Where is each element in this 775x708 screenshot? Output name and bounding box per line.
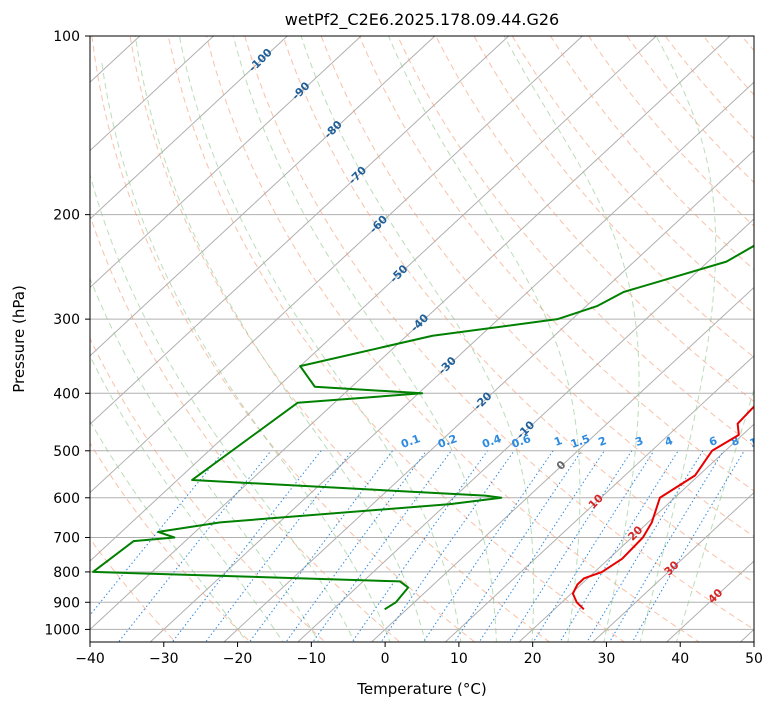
isotherm-line <box>90 36 510 425</box>
mixing-ratio-label: 1 <box>552 434 564 449</box>
mixing-ratio-line <box>117 450 272 642</box>
moist-adiabat <box>300 36 535 642</box>
x-axis: −40 −30 −20 −10 0 10 20 30 40 50 <box>75 642 763 667</box>
mixing-ratio-line <box>204 450 353 642</box>
dry-adiabat <box>91 36 476 642</box>
mixing-ratio-label: 10 <box>748 433 767 451</box>
mixing-ratio-label: 6 <box>707 434 719 449</box>
moist-adiabat <box>675 387 754 642</box>
y-axis-label: Pressure (hPa) <box>10 285 28 393</box>
moist-adiabat <box>90 419 248 642</box>
isotherm-line <box>90 36 731 631</box>
moist-adiabat <box>178 36 462 642</box>
mixing-ratio-line <box>508 450 633 642</box>
mixing-ratio-label: 8 <box>729 434 741 449</box>
y-tick-label: 500 <box>53 444 80 460</box>
series-layer <box>92 244 754 611</box>
mixing-ratio-line <box>631 450 745 642</box>
mixing-ratio-line <box>559 450 679 642</box>
mixing-ratio-label: 0.4 <box>480 432 503 451</box>
x-tick-label: 0 <box>381 651 390 667</box>
dry-adiabat <box>244 36 754 631</box>
mixing-ratio-line <box>478 450 605 642</box>
y-tick-label: 400 <box>53 386 80 402</box>
mixing-ratio-line <box>532 450 655 642</box>
mixing-ratio-line <box>453 450 583 642</box>
dry-adiabat <box>90 337 326 642</box>
moist-adiabat <box>134 36 426 642</box>
y-tick-label: 200 <box>53 208 80 224</box>
mixing-ratio-label: 0.2 <box>436 432 459 451</box>
moist-adiabat <box>100 60 391 642</box>
isotherm-line <box>90 36 657 562</box>
moist-adiabat <box>639 36 717 642</box>
dry-adiabat <box>167 36 626 642</box>
isotherm-line <box>297 218 754 642</box>
mixing-ratio-line <box>422 450 554 642</box>
isotherm-line <box>149 81 754 642</box>
moist-adiabat <box>90 354 284 642</box>
isotherm-line <box>518 423 754 642</box>
chart-title: wetPf2_C2E6.2025.178.09.44.G26 <box>285 10 559 30</box>
x-tick-label: 20 <box>524 651 542 667</box>
y-tick-label: 800 <box>53 565 80 581</box>
isotherm-line <box>444 355 754 642</box>
moist-adiabat <box>90 277 320 642</box>
isotherm-line <box>90 36 583 494</box>
mixing-ratio-label: 0.1 <box>399 432 422 451</box>
moist-adiabat <box>232 36 497 642</box>
mixing-ratio-line <box>351 450 488 642</box>
moist-adiabat <box>388 36 581 642</box>
mixing-ratio-label: 4 <box>663 434 675 449</box>
mixing-ratio-line <box>285 450 427 642</box>
isotherm-line <box>223 149 754 642</box>
x-tick-label: −40 <box>75 651 105 667</box>
mixing-ratio-label: 3 <box>633 434 645 449</box>
y-tick-label: 900 <box>53 595 80 611</box>
x-tick-label: 30 <box>598 651 616 667</box>
mixing-ratio-line <box>90 450 225 616</box>
dry-adiabat <box>90 442 251 642</box>
dry-adiabat <box>129 36 551 642</box>
mixing-ratio-line <box>586 450 704 642</box>
x-tick-label: −30 <box>149 651 179 667</box>
isotherm-line <box>592 491 754 642</box>
dewpoint-line <box>92 244 754 611</box>
dry-adiabat <box>90 214 401 642</box>
dry-adiabat <box>358 36 754 492</box>
isotherm-line <box>90 36 214 152</box>
mixing-ratio-label: 0.6 <box>510 432 533 451</box>
y-tick-label: 1000 <box>44 622 80 638</box>
y-tick-label: 600 <box>53 491 80 507</box>
mixing-ratio-label: 1.5 <box>569 432 592 451</box>
isotherm-line <box>90 36 362 289</box>
x-axis-label: Temperature (°C) <box>356 680 486 698</box>
y-tick-label: 700 <box>53 531 80 547</box>
dry-adiabat <box>206 36 701 642</box>
x-tick-label: −10 <box>297 651 327 667</box>
mixing-ratio-line <box>312 450 452 642</box>
moist-adiabat <box>90 172 356 642</box>
moist-adiabat <box>503 36 640 642</box>
plot-area: -100-90-80-70-60-50-40-30-20-10010203040… <box>90 36 767 642</box>
y-tick-label: 100 <box>53 29 80 45</box>
x-tick-label: 10 <box>450 651 468 667</box>
y-tick-label: 300 <box>53 312 80 328</box>
mixing-ratio-line <box>609 450 724 642</box>
isotherm-line <box>371 286 754 642</box>
y-axis: 100 200 300 400 500 600 700 800 900 1000 <box>44 29 90 638</box>
isotherm-line <box>90 36 436 357</box>
x-tick-label: 40 <box>671 651 689 667</box>
plot-frame <box>89 35 755 643</box>
x-tick-label: 50 <box>745 651 763 667</box>
isotherm-line <box>90 36 288 220</box>
temperature-line <box>571 405 754 611</box>
dry-adiabat <box>320 36 754 538</box>
dry-adiabat <box>282 36 754 584</box>
x-tick-label: −20 <box>223 651 253 667</box>
background-lines <box>90 36 754 642</box>
mixing-ratio-label: 2 <box>597 434 609 449</box>
